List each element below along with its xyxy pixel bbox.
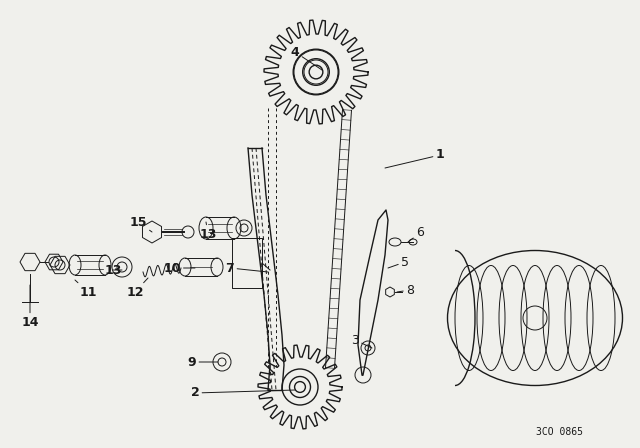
- Text: 2: 2: [191, 387, 295, 400]
- Text: 6: 6: [408, 227, 424, 242]
- Text: 3: 3: [351, 333, 372, 348]
- Text: 12: 12: [126, 278, 148, 298]
- Text: 4: 4: [291, 46, 322, 70]
- Text: 13: 13: [199, 222, 217, 241]
- Text: 1: 1: [385, 148, 444, 168]
- Text: 8: 8: [397, 284, 414, 297]
- Text: 5: 5: [388, 255, 409, 268]
- Text: 3CO 0865: 3CO 0865: [536, 427, 584, 437]
- Text: 11: 11: [75, 280, 97, 298]
- Text: 15: 15: [129, 215, 152, 232]
- Text: 14: 14: [21, 285, 39, 328]
- Text: 7: 7: [226, 262, 268, 275]
- Text: 10: 10: [163, 262, 195, 275]
- Text: 9: 9: [188, 356, 218, 369]
- Text: 13: 13: [104, 263, 122, 276]
